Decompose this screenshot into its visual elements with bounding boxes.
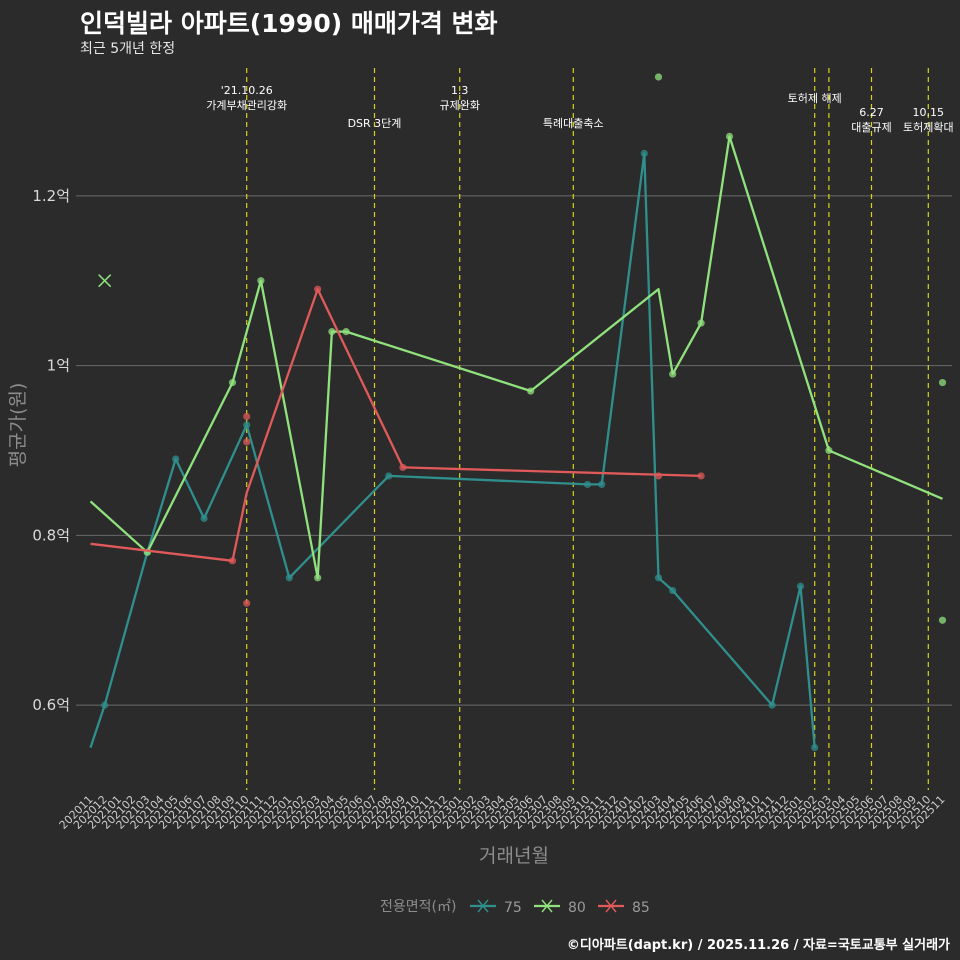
legend-label: 85 xyxy=(632,900,650,916)
data-point-80 xyxy=(527,387,535,395)
data-point-80 xyxy=(342,328,350,336)
legend: 전용면적(㎡) 75 80 85 xyxy=(380,899,650,916)
y-tick-label: 0.6억 xyxy=(32,696,70,714)
y-tick-label: 0.8억 xyxy=(32,526,70,544)
data-point-80 xyxy=(328,328,336,336)
event-label: 10.15 xyxy=(913,106,945,119)
data-point-80 xyxy=(825,446,833,455)
data-point-75 xyxy=(768,701,776,709)
legend-label: 80 xyxy=(568,900,586,916)
data-point-75 xyxy=(654,574,663,582)
data-point-75 xyxy=(583,480,592,489)
data-point-75 xyxy=(811,743,819,752)
series-line-85 xyxy=(90,288,702,562)
event-label: 1.3 xyxy=(451,84,469,97)
legend-item-75: 75 xyxy=(470,899,522,916)
legend-swatch-x xyxy=(605,899,617,913)
event-label: 가계부채관리강화 xyxy=(206,99,287,112)
data-point-80 xyxy=(938,616,947,624)
data-point-80 xyxy=(725,132,734,140)
legend-title: 전용면적(㎡) xyxy=(380,899,456,915)
data-point-85 xyxy=(654,472,663,480)
legend-item-80: 80 xyxy=(534,899,586,916)
data-point-75 xyxy=(385,472,393,480)
data-point-80 xyxy=(257,277,265,285)
data-point-85 xyxy=(243,438,251,446)
x-axis-title: 거래년월 xyxy=(479,845,549,867)
data-point-75 xyxy=(598,480,606,489)
source-caption: ©디아파트(dapt.kr) / 2025.11.26 / 자료=국토교통부 실… xyxy=(566,938,950,953)
data-point-75 xyxy=(669,586,677,595)
y-axis-title: 평균가(원) xyxy=(7,383,29,468)
data-point-75 xyxy=(285,574,293,582)
data-point-85 xyxy=(243,599,251,607)
data-point-75 xyxy=(796,582,805,590)
data-point-85 xyxy=(314,285,322,293)
legend-item-85: 85 xyxy=(598,899,650,916)
data-point-85 xyxy=(228,557,237,565)
data-point-75 xyxy=(243,421,251,429)
event-label: 토허제확대 xyxy=(903,121,954,134)
chart-title: 인덕빌라 아파트(1990) 매매가격 변화 xyxy=(80,9,498,38)
event-label: 대출규제 xyxy=(851,121,891,134)
x-marker-stroke xyxy=(98,274,112,288)
series-line-75 xyxy=(89,152,816,748)
data-point-75 xyxy=(101,701,109,709)
event-label: '21.10.26 xyxy=(221,84,273,97)
y-tick-label: 1.2억 xyxy=(32,187,70,205)
legend-label: 75 xyxy=(504,900,522,916)
data-point-75 xyxy=(640,149,648,157)
data-point-75 xyxy=(200,514,208,522)
data-point-75 xyxy=(172,455,180,463)
event-label: 6.27 xyxy=(859,106,884,119)
data-point-80 xyxy=(228,378,237,387)
legend-swatch-x xyxy=(477,899,489,913)
data-point-80 xyxy=(654,73,663,81)
event-label: 특례대출축소 xyxy=(543,117,604,130)
legend-swatch-x xyxy=(541,899,553,913)
data-point-85 xyxy=(243,412,251,421)
data-point-80 xyxy=(669,370,677,378)
y-tick-label: 1억 xyxy=(47,357,70,375)
data-point-85 xyxy=(697,472,705,480)
data-point-80 xyxy=(697,319,705,327)
data-point-80 xyxy=(938,378,947,387)
chart-subtitle: 최근 5개년 한정 xyxy=(80,41,176,57)
data-point-80 xyxy=(314,574,322,582)
data-point-85 xyxy=(399,463,407,472)
x-marker xyxy=(98,274,112,288)
event-label: 토허제 해제 xyxy=(788,91,842,105)
series-line-80 xyxy=(89,135,943,579)
event-label: DSR 3단계 xyxy=(348,117,402,130)
event-label: 규제완화 xyxy=(439,99,479,112)
